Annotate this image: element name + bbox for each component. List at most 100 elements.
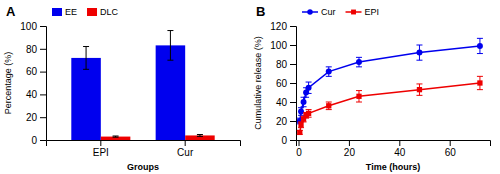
bar-series <box>101 135 215 140</box>
axis-line <box>47 141 241 147</box>
legend-item: EE <box>52 7 77 17</box>
tick: 60 <box>445 140 457 158</box>
x-axis: EPI Cur <box>47 140 241 158</box>
tick-mark <box>40 140 46 141</box>
error-bar <box>301 97 307 107</box>
error-cap <box>416 60 422 61</box>
tick-mark <box>290 140 296 141</box>
tick-label: 20 <box>344 147 356 158</box>
tick-label: 80 <box>26 44 38 55</box>
tick-label: 60 <box>276 78 288 89</box>
tick-label: 0 <box>31 135 37 146</box>
tick: 60 <box>26 66 46 77</box>
line-series <box>297 76 483 135</box>
error-bar <box>83 47 89 70</box>
error-bar <box>298 108 304 116</box>
tick-mark <box>185 140 186 146</box>
error-line <box>86 47 87 70</box>
tick-mark <box>40 117 46 118</box>
axis-line <box>297 141 491 147</box>
point <box>477 80 482 85</box>
tick: EPI <box>93 140 109 158</box>
axis-line <box>40 27 47 141</box>
error-bar <box>356 91 362 102</box>
error-cap <box>301 106 307 107</box>
error-line <box>170 31 171 61</box>
x-axis-title: Time (hours) <box>366 162 420 172</box>
error-cap <box>113 137 119 138</box>
legend-item: EPI <box>346 7 380 17</box>
point <box>306 111 311 116</box>
error-bar <box>356 57 362 67</box>
tick-mark <box>399 140 400 146</box>
tick: 120 <box>270 21 296 32</box>
bar-series <box>71 31 185 140</box>
error-cap <box>326 109 332 110</box>
tick-mark <box>40 72 46 73</box>
tick: 0 <box>281 135 296 146</box>
tick: 20 <box>26 112 46 123</box>
point <box>306 85 312 91</box>
error-bar <box>326 102 332 110</box>
tick: 20 <box>344 140 356 158</box>
legend-label: EPI <box>365 7 380 17</box>
tick-label: 20 <box>276 116 288 127</box>
legend-label: DLC <box>100 7 119 17</box>
tick-mark <box>290 102 296 103</box>
error-cap <box>303 97 309 98</box>
error-bar <box>477 76 483 89</box>
error-cap <box>197 136 203 137</box>
tick-label: EPI <box>93 147 109 158</box>
title: A <box>6 4 16 19</box>
y-axis: 0 20 40 60 80 100 120 <box>270 21 296 146</box>
error-bar <box>416 84 422 95</box>
error-bar <box>297 131 303 135</box>
error-cap <box>356 57 362 58</box>
tick-mark <box>290 26 296 27</box>
tick-label: 40 <box>394 147 406 158</box>
error-cap <box>326 76 332 77</box>
error-cap <box>306 109 312 110</box>
tick-label: 100 <box>270 40 287 51</box>
tick: Cur <box>177 140 194 158</box>
error-cap <box>298 115 304 116</box>
tick: 80 <box>26 44 46 55</box>
error-cap <box>197 134 203 135</box>
tick: 40 <box>276 97 296 108</box>
axis-line <box>290 27 297 141</box>
tick-mark <box>290 83 296 84</box>
tick: 0 <box>31 135 46 146</box>
error-cap <box>167 30 173 31</box>
tick-label: 80 <box>276 59 288 70</box>
error-cap <box>416 83 422 84</box>
tick-mark <box>40 49 46 50</box>
x-axis: 0 20 40 60 <box>296 140 490 158</box>
error-cap <box>306 82 312 83</box>
x-axis-title: Groups <box>127 162 159 172</box>
tick-label: 120 <box>270 21 287 32</box>
tick: 0 <box>296 140 302 158</box>
tick-mark <box>299 140 300 146</box>
tick-label: 0 <box>296 147 302 158</box>
legend: CurEPI <box>302 7 379 17</box>
y-axis-title: Percentage (%) <box>3 52 13 115</box>
plot-area <box>297 38 483 135</box>
error-bar <box>326 67 332 77</box>
error-bar <box>416 45 422 60</box>
legend-label: EE <box>65 7 77 17</box>
line-series <box>297 38 483 124</box>
error-bar <box>113 136 119 137</box>
y-axis-title: Cumulative release (%) <box>253 36 263 130</box>
point <box>416 50 422 56</box>
error-bar <box>167 31 173 61</box>
error-cap <box>356 66 362 67</box>
legend-item: DLC <box>87 7 119 17</box>
tick: 80 <box>276 59 296 70</box>
tick-mark <box>349 140 350 146</box>
error-bar <box>477 38 483 53</box>
error-cap <box>356 90 362 91</box>
tick: 60 <box>276 78 296 89</box>
point <box>326 103 331 108</box>
tick-mark <box>290 45 296 46</box>
panel: 020406080100EPICurGroupsPercentage (%)AE… <box>3 4 241 172</box>
